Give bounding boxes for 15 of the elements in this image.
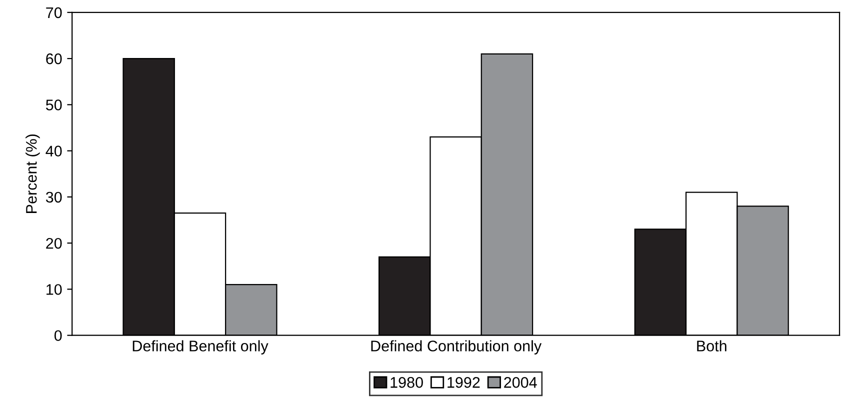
y-tick-label: 60 xyxy=(46,53,62,64)
x-tick-label: Both xyxy=(697,340,726,352)
legend-label: 2004 xyxy=(504,377,537,388)
y-tick-label: 0 xyxy=(54,330,62,342)
y-tick-label: 30 xyxy=(46,192,62,203)
x-tick-label: Defined Contribution only xyxy=(371,340,542,354)
legend-label: 1980 xyxy=(390,377,423,388)
y-tick-label: 70 xyxy=(46,7,62,18)
legend-label: 1992 xyxy=(448,377,480,388)
y-axis-title: Percent (%) xyxy=(26,134,40,213)
y-tick-label: 10 xyxy=(46,284,62,295)
y-tick-label: 40 xyxy=(46,146,62,156)
x-tick-label: Defined Benefit only xyxy=(132,340,268,354)
y-tick-label: 20 xyxy=(46,238,62,249)
y-tick-label: 50 xyxy=(46,100,62,110)
